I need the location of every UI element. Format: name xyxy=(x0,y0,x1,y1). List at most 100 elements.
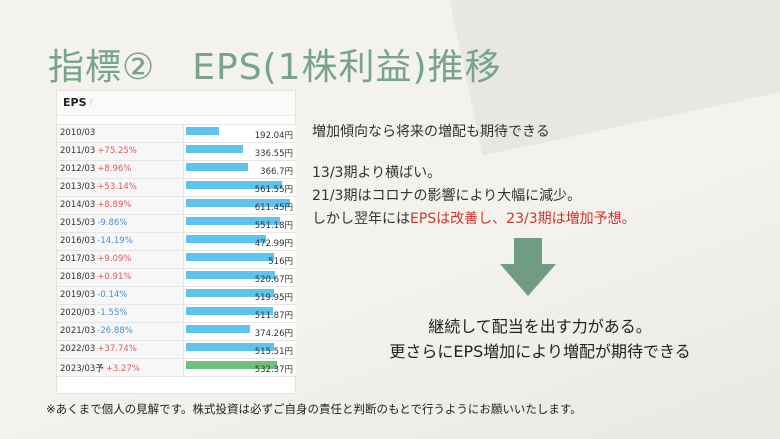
eps-value: 192.04円 xyxy=(254,131,293,141)
eps-row: 2017/03 +9.09% 516円 xyxy=(57,250,296,268)
eps-row: 2014/03 +8.89% 611.45円 xyxy=(57,196,296,214)
eps-row: 2011/03 +75.25% 336.55円 xyxy=(57,142,296,160)
eps-value: 511.87円 xyxy=(254,311,293,321)
eps-row-label: 2012/03 +8.96% xyxy=(60,164,131,174)
eps-value: 519.95円 xyxy=(254,293,293,303)
eps-bar xyxy=(186,199,290,207)
text-line-4-highlight: EPSは改善し、23/3期は増加予想。 xyxy=(410,211,636,227)
eps-row: 2023/03予 +3.27% 532.37円 xyxy=(57,358,296,377)
eps-bar-cell: 551.18円 xyxy=(183,215,296,232)
eps-bar xyxy=(186,217,280,225)
eps-row: 2021/03 -26.88% 374.26円 xyxy=(57,322,296,340)
eps-bar-cell: 192.04円 xyxy=(183,125,296,142)
eps-value: 532.37円 xyxy=(254,365,293,375)
eps-value: 366.7円 xyxy=(260,167,293,177)
eps-change: +8.96% xyxy=(97,164,132,174)
eps-row-label: 2016/03 -14.19% xyxy=(60,236,133,246)
eps-value: 336.55円 xyxy=(254,149,293,159)
eps-change: +37.74% xyxy=(97,344,137,354)
eps-bar xyxy=(186,181,282,189)
eps-change: +8.89% xyxy=(97,200,132,210)
eps-bar-cell: 561.55円 xyxy=(183,179,296,196)
text-line-1: 増加傾向なら将来の増配も期待できる xyxy=(312,124,550,140)
eps-row-label: 2017/03 +9.09% xyxy=(60,254,131,264)
help-icon: ? xyxy=(88,99,94,109)
eps-row: 2018/03 +0.91% 520.67円 xyxy=(57,268,296,286)
eps-row-label: 2011/03 +75.25% xyxy=(60,146,137,156)
eps-table: 2010/03 192.04円 2011/03 +75.25% 336.55円 2012/… xyxy=(57,124,296,377)
eps-bar-cell: 520.67円 xyxy=(183,269,296,286)
eps-value: 374.26円 xyxy=(254,329,293,339)
eps-row: 2020/03 -1.55% 511.87円 xyxy=(57,304,296,322)
eps-value: 561.55円 xyxy=(254,185,293,195)
eps-panel-header: EPS? xyxy=(57,91,295,116)
eps-change: +53.14% xyxy=(97,182,137,192)
eps-row: 2010/03 192.04円 xyxy=(57,124,296,142)
eps-year: 2020/03 xyxy=(60,308,96,318)
eps-year: 2015/03 xyxy=(60,218,96,228)
eps-bar xyxy=(186,145,243,153)
eps-panel-title: EPS xyxy=(63,96,87,109)
eps-row-label: 2010/03 xyxy=(60,128,95,138)
eps-bar xyxy=(186,325,250,333)
eps-row: 2022/03 +37.74% 515.51円 xyxy=(57,340,296,358)
eps-year: 2019/03 xyxy=(60,290,96,300)
eps-year: 2022/03 xyxy=(60,344,96,354)
eps-value: 515.51円 xyxy=(254,347,293,357)
eps-bar-cell: 511.87円 xyxy=(183,305,296,322)
text-line-3: 21/3期はコロナの影響により大幅に減少。 xyxy=(312,188,582,204)
eps-row: 2012/03 +8.96% 366.7円 xyxy=(57,160,296,178)
eps-bar xyxy=(186,271,275,279)
eps-row: 2019/03 -0.14% 519.95円 xyxy=(57,286,296,304)
eps-row: 2015/03 -9.86% 551.18円 xyxy=(57,214,296,232)
eps-value: 472.99円 xyxy=(254,239,293,249)
eps-row-label: 2013/03 +53.14% xyxy=(60,182,137,192)
eps-bar-cell: 611.45円 xyxy=(183,197,296,214)
eps-bar-cell: 515.51円 xyxy=(183,341,296,358)
eps-bar xyxy=(186,253,274,261)
eps-bar xyxy=(186,235,266,243)
eps-year: 2023/03予 xyxy=(60,364,104,374)
eps-bar-cell: 366.7円 xyxy=(183,161,296,178)
eps-change: -1.55% xyxy=(97,308,128,318)
eps-year: 2013/03 xyxy=(60,182,96,192)
eps-change: +9.09% xyxy=(97,254,132,264)
conclusion-line-1: 継続して配当を出す力がある。 xyxy=(428,317,652,336)
conclusion-line-2: 更さらにEPS増加により増配が期待できる xyxy=(389,342,691,361)
eps-bar-cell: 336.55円 xyxy=(183,143,296,160)
eps-change: +0.91% xyxy=(97,272,132,282)
eps-row-label: 2015/03 -9.86% xyxy=(60,218,127,228)
eps-year: 2018/03 xyxy=(60,272,96,282)
eps-change: +75.25% xyxy=(97,146,137,156)
eps-value: 551.18円 xyxy=(254,221,293,231)
eps-row-label: 2021/03 -26.88% xyxy=(60,326,133,336)
eps-bar-cell: 374.26円 xyxy=(183,323,296,340)
eps-year: 2017/03 xyxy=(60,254,96,264)
eps-year: 2010/03 xyxy=(60,128,96,138)
eps-change: -0.14% xyxy=(97,290,128,300)
eps-row-label: 2018/03 +0.91% xyxy=(60,272,131,282)
eps-change: -9.86% xyxy=(97,218,128,228)
eps-year: 2014/03 xyxy=(60,200,96,210)
down-arrow-icon xyxy=(500,238,556,296)
text-line-4-prefix: しかし翌年には xyxy=(312,211,410,227)
eps-bar xyxy=(186,289,274,297)
eps-bar-cell: 519.95円 xyxy=(183,287,296,304)
eps-change: +3.27% xyxy=(105,364,140,374)
disclaimer: ※あくまで個人の見解です。株式投資は必ずご自身の責任と判断のもとで行うようにお願… xyxy=(46,402,582,416)
eps-bar xyxy=(186,127,219,135)
eps-row-label: 2019/03 -0.14% xyxy=(60,290,127,300)
eps-panel: EPS? 2010/03 192.04円 2011/03 +75.25% 336.55円… xyxy=(56,90,296,394)
eps-year: 2016/03 xyxy=(60,236,96,246)
text-line-4: しかし翌年にはEPSは改善し、23/3期は増加予想。 xyxy=(312,208,636,228)
eps-change: -26.88% xyxy=(97,326,133,336)
eps-row-label: 2020/03 -1.55% xyxy=(60,308,127,318)
eps-year: 2011/03 xyxy=(60,146,96,156)
eps-value: 611.45円 xyxy=(254,203,293,213)
eps-bar xyxy=(186,343,274,351)
eps-year: 2021/03 xyxy=(60,326,96,336)
eps-row: 2013/03 +53.14% 561.55円 xyxy=(57,178,296,196)
eps-bar xyxy=(186,307,273,315)
eps-bar-cell: 532.37円 xyxy=(183,359,296,376)
eps-bar xyxy=(186,163,248,171)
